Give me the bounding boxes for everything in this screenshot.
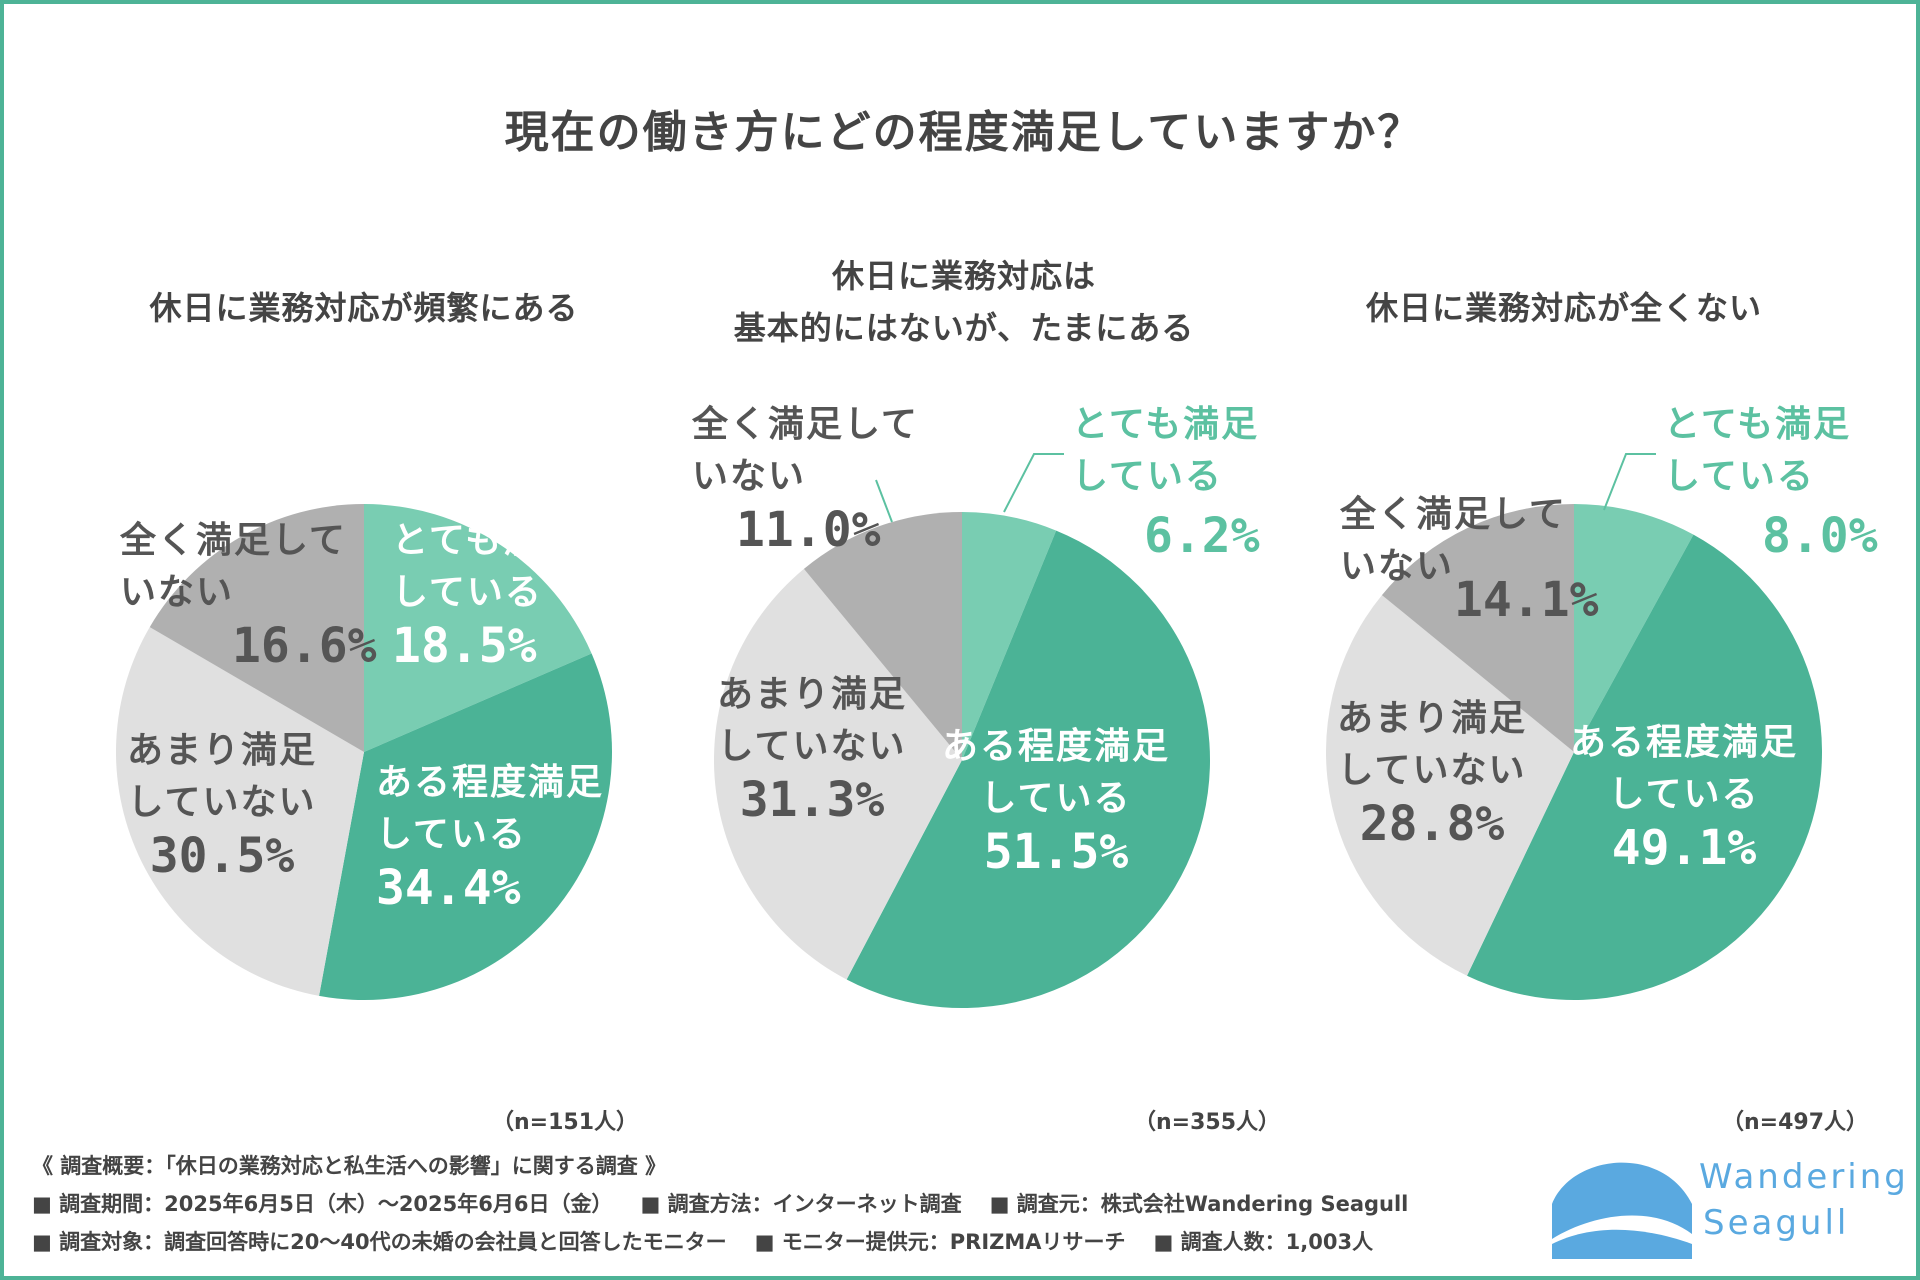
chart-2-leader-1	[1003, 453, 1064, 513]
chart-2-slice-2	[846, 530, 1211, 1009]
chart-title: 現在の働き方にどの程度満足していますか？	[504, 107, 1424, 158]
chart-1-slice-3-label-line-1: あまり満足	[127, 730, 317, 771]
chart-3-slice-1-label-line-2: している	[1664, 456, 1815, 497]
chart-2-subtitle: 休日に業務対応は 基本的にはないが、たまにある	[664, 250, 1264, 354]
survey-footer: 《 調査概要：「休日の業務対応と私生活への影響」に関する調査 》 ■ 調査期間：…	[32, 1147, 1408, 1261]
chart-3-slice-3-value: 28.8%	[1360, 796, 1505, 852]
chart-2-slice-1-label-line-1: とても満足	[1072, 404, 1259, 445]
chart-3-slice-4-label-line-1: 全く満足して	[1339, 493, 1567, 535]
chart-2-slice-4-label-line-2: いない	[692, 456, 806, 497]
survey-source: ■ 調査元：株式会社Wandering Seagull	[989, 1192, 1409, 1216]
survey-target: ■ 調査対象：調査回答時に20～40代の未婚の会社員と回答したモニター	[32, 1230, 727, 1254]
chart-1-slice-1-value: 18.5%	[392, 618, 537, 674]
survey-period: ■ 調査期間：2025年6月5日（木）～2025年6月6日（金）	[32, 1192, 613, 1216]
chart-1-n-label: （n=151人）	[492, 1110, 639, 1135]
chart-1-slice-2-label-line-2: している	[376, 814, 527, 855]
pie-charts: とても満足している18.5%ある程度満足している34.4%あまり満足していない3…	[115, 403, 1878, 1009]
chart-3-subtitle: 休日に業務対応が全くない	[1264, 282, 1864, 334]
chart-1-slice-1	[364, 504, 592, 752]
survey-provider: ■ モニター提供元：PRIZMAリサーチ	[754, 1230, 1126, 1254]
survey-count: ■ 調査人数：1,003人	[1153, 1230, 1374, 1254]
chart-1-subtitle-line: 休日に業務対応が頻繁にある	[149, 289, 579, 327]
chart-2-slice-2-value: 51.5%	[984, 824, 1129, 880]
wandering-seagull-logo-icon	[1552, 1162, 1692, 1259]
chart-3-slice-4	[1381, 504, 1574, 752]
chart-3-slice-3-label-line-1: あまり満足	[1337, 698, 1527, 739]
chart-3-slice-1-label-line-1: とても満足	[1664, 404, 1851, 445]
chart-2-slice-4	[803, 512, 962, 760]
chart-1-slice-1-label-line-1: とても満足	[392, 520, 579, 561]
chart-3-leader-1	[1603, 453, 1656, 511]
survey-method: ■ 調査方法：インターネット調査	[640, 1192, 962, 1216]
chart-3-slice-2-label-line-1: ある程度満足	[1570, 722, 1798, 763]
chart-3-n-label: （n=497人）	[1722, 1110, 1869, 1135]
chart-1-slice-1-label-line-2: している	[392, 572, 543, 613]
chart-3-slice-1	[1574, 504, 1694, 752]
chart-2-slice-3	[713, 568, 962, 980]
chart-3-slice-4-value: 14.1%	[1454, 572, 1599, 628]
chart-1-slice-2-label-line-1: ある程度満足	[376, 762, 604, 803]
logo-text: Wandering Seagull	[1699, 1154, 1909, 1246]
chart-1-slice-4-label-line-1: 全く満足して	[119, 519, 347, 561]
chart-2-subtitle-line-2: 基本的にはないが、たまにある	[733, 309, 1195, 347]
chart-2-slice-4-label-line-1: 全く満足して	[691, 403, 919, 445]
chart-2-slice-4-value: 11.0%	[736, 502, 881, 558]
survey-row-2: ■ 調査対象：調査回答時に20～40代の未婚の会社員と回答したモニター ■ モニタ…	[32, 1223, 1408, 1261]
survey-row-1: ■ 調査期間：2025年6月5日（木）～2025年6月6日（金） ■ 調査方法：イ…	[32, 1185, 1408, 1223]
chart-3-slice-2-label-line-2: している	[1609, 774, 1760, 815]
chart-2-slice-1-label-line-2: している	[1072, 456, 1223, 497]
chart-2-slice-3-label-line-2: していない	[718, 726, 907, 767]
chart-3-slice-1-value: 8.0%	[1762, 508, 1878, 564]
chart-1-slice-4-value: 16.6%	[232, 618, 377, 674]
chart-3-slice-3-label-line-2: していない	[1338, 750, 1527, 791]
chart-3-slice-2	[1466, 534, 1822, 1000]
chart-2-slice-3-value: 31.3%	[740, 772, 885, 828]
chart-3-subtitle-line: 休日に業務対応が全くない	[1365, 289, 1762, 327]
chart-1-slice-2-value: 34.4%	[376, 860, 521, 916]
chart-2-slice-2-label-line-1: ある程度満足	[942, 726, 1170, 767]
chart-1-slice-2	[319, 653, 612, 1000]
chart-1-slice-3-value: 30.5%	[150, 828, 295, 884]
chart-1-slice-3	[115, 627, 364, 996]
chart-1-slice-4	[149, 504, 364, 752]
chart-2-slice-3-label-line-1: あまり満足	[717, 674, 907, 715]
chart-2-slice-1	[962, 512, 1057, 760]
chart-3-slice-2-value: 49.1%	[1612, 820, 1757, 876]
chart-1-subtitle: 休日に業務対応が頻繁にある	[64, 282, 664, 334]
chart-2-n-label: （n=355人）	[1134, 1110, 1281, 1135]
chart-2-subtitle-line-1: 休日に業務対応は	[831, 257, 1096, 295]
chart-1-slice-4-label-line-2: いない	[120, 572, 234, 613]
chart-2-leader-4	[875, 479, 893, 523]
survey-summary: 《 調査概要：「休日の業務対応と私生活への影響」に関する調査 》	[32, 1154, 667, 1178]
chart-3-slice-3	[1325, 595, 1574, 976]
chart-2-slice-1-value: 6.2%	[1144, 508, 1260, 564]
chart-1-slice-3-label-line-2: していない	[128, 782, 317, 823]
logo-text-line-2: Seagull	[1703, 1203, 1850, 1243]
chart-3-slice-4-label-line-2: いない	[1340, 546, 1454, 587]
logo-text-line-1: Wandering	[1699, 1157, 1909, 1197]
chart-2-slice-2-label-line-2: している	[981, 778, 1132, 819]
